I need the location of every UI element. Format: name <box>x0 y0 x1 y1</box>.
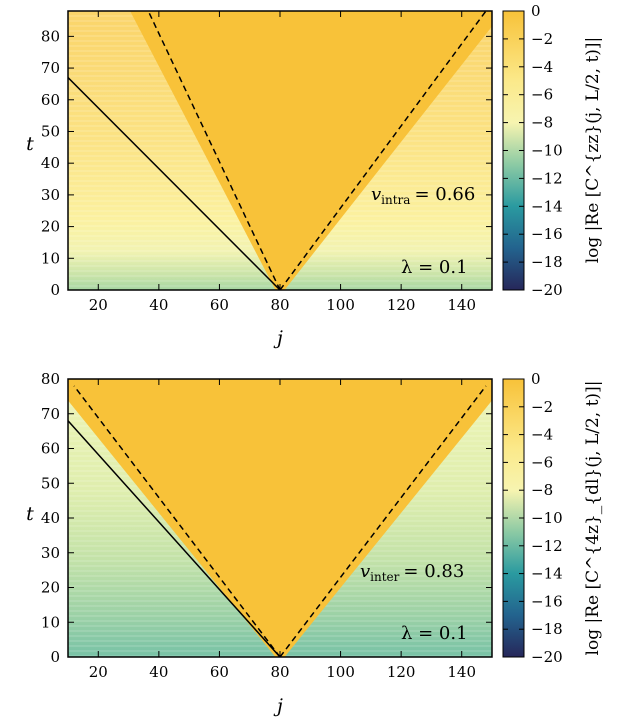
colorbar-tick-label: −18 <box>531 620 563 638</box>
solid-line <box>68 420 281 657</box>
x-tick-label: 60 <box>210 663 229 681</box>
x-axis-label: j <box>273 327 283 349</box>
colorbar-tick-label: −10 <box>531 509 563 527</box>
y-tick-label: 10 <box>41 613 60 631</box>
y-tick-label: 50 <box>41 474 60 492</box>
x-tick-label: 20 <box>89 296 108 314</box>
y-tick-label: 40 <box>41 509 60 527</box>
x-tick-label: 100 <box>326 663 355 681</box>
colorbar-tick-label: −12 <box>531 537 563 555</box>
y-tick-label: 70 <box>41 405 60 423</box>
light-cone <box>68 379 492 657</box>
dashed-line <box>279 385 487 657</box>
y-tick-label: 30 <box>41 544 60 562</box>
x-tick-label: 40 <box>149 663 168 681</box>
x-tick-label: 120 <box>387 296 416 314</box>
lambda-annotation: λ = 0.1 <box>401 257 468 278</box>
colorbar-tick-label: 0 <box>531 2 541 20</box>
y-tick-label: 30 <box>41 186 60 204</box>
colorbar-tick-label: −14 <box>531 197 563 215</box>
y-tick-label: 20 <box>41 579 60 597</box>
colorbar-ticks: 0 −2 −4 −6 −8 −10 −12 −14 −16 −18 −20 <box>503 2 563 299</box>
y-axis-label: t <box>26 133 34 155</box>
x-tick-label: 80 <box>270 296 289 314</box>
colorbar-tick-label: −20 <box>531 281 563 299</box>
dashed-line <box>73 385 281 657</box>
x-tick-label: 80 <box>270 663 289 681</box>
y-tick-label: 60 <box>41 440 60 458</box>
colorbar-ticks: 0 −2 −4 −6 −8 −10 −12 −14 −16 −18 −20 <box>503 370 563 666</box>
colorbar-tick-label: 0 <box>531 370 541 388</box>
lambda-annotation: λ = 0.1 <box>401 623 468 644</box>
colorbar-tick-label: −4 <box>531 426 553 444</box>
y-tick-label: 70 <box>41 59 60 77</box>
colorbar-tick-label: −16 <box>531 225 563 243</box>
x-tick-label: 20 <box>89 663 108 681</box>
x-tick-label: 60 <box>210 296 229 314</box>
y-tick-label: 0 <box>50 648 60 666</box>
colorbar-tick-label: −18 <box>531 253 563 271</box>
solid-line <box>68 77 281 290</box>
y-tick-label: 80 <box>41 27 60 45</box>
light-cone <box>130 11 492 290</box>
y-tick-label: 20 <box>41 218 60 236</box>
velocity-annotation: vintra = 0.66 <box>371 184 475 207</box>
colorbar-tick-label: −6 <box>531 453 553 471</box>
colorbar-tick-label: −20 <box>531 648 563 666</box>
y-tick-label: 0 <box>50 281 60 299</box>
x-axis-label: j <box>273 695 283 717</box>
dashed-line <box>147 11 281 290</box>
x-tick-label: 100 <box>326 296 355 314</box>
colorbar-label: log |Re [C^{4z}_{dl}(j, L/2, t)]| <box>583 381 603 656</box>
colorbar-tick-label: −16 <box>531 592 563 610</box>
y-tick-label: 80 <box>41 370 60 388</box>
colorbar-tick-label: −10 <box>531 142 563 160</box>
dashed-line <box>279 11 487 290</box>
velocity-annotation: vinter = 0.83 <box>360 561 464 584</box>
colorbar-tick-label: −8 <box>531 114 553 132</box>
y-tick-label: 10 <box>41 249 60 267</box>
y-axis: 0 10 20 30 40 50 60 70 80 <box>41 27 492 299</box>
colorbar-label: log |Re [C^{zz}(j, L/2, t)]| <box>583 37 603 264</box>
y-axis-label: t <box>26 503 34 525</box>
colorbar-tick-label: −2 <box>531 398 553 416</box>
colorbar-tick-label: −14 <box>531 565 563 583</box>
y-tick-label: 40 <box>41 154 60 172</box>
colorbar-tick-label: −4 <box>531 58 553 76</box>
x-axis: 20 40 60 80 100 120 140 <box>89 11 476 314</box>
x-tick-label: 140 <box>447 296 476 314</box>
colorbar-tick-label: −12 <box>531 169 563 187</box>
x-tick-label: 140 <box>447 663 476 681</box>
colorbar-tick-label: −2 <box>531 30 553 48</box>
colorbar-tick-label: −6 <box>531 86 553 104</box>
y-axis: 0 10 20 30 40 50 60 70 80 <box>41 370 492 666</box>
x-tick-label: 40 <box>149 296 168 314</box>
y-tick-label: 60 <box>41 91 60 109</box>
colorbar-tick-label: −8 <box>531 481 553 499</box>
x-tick-label: 120 <box>387 663 416 681</box>
x-axis: 20 40 60 80 100 120 140 <box>89 379 476 681</box>
y-tick-label: 50 <box>41 122 60 140</box>
